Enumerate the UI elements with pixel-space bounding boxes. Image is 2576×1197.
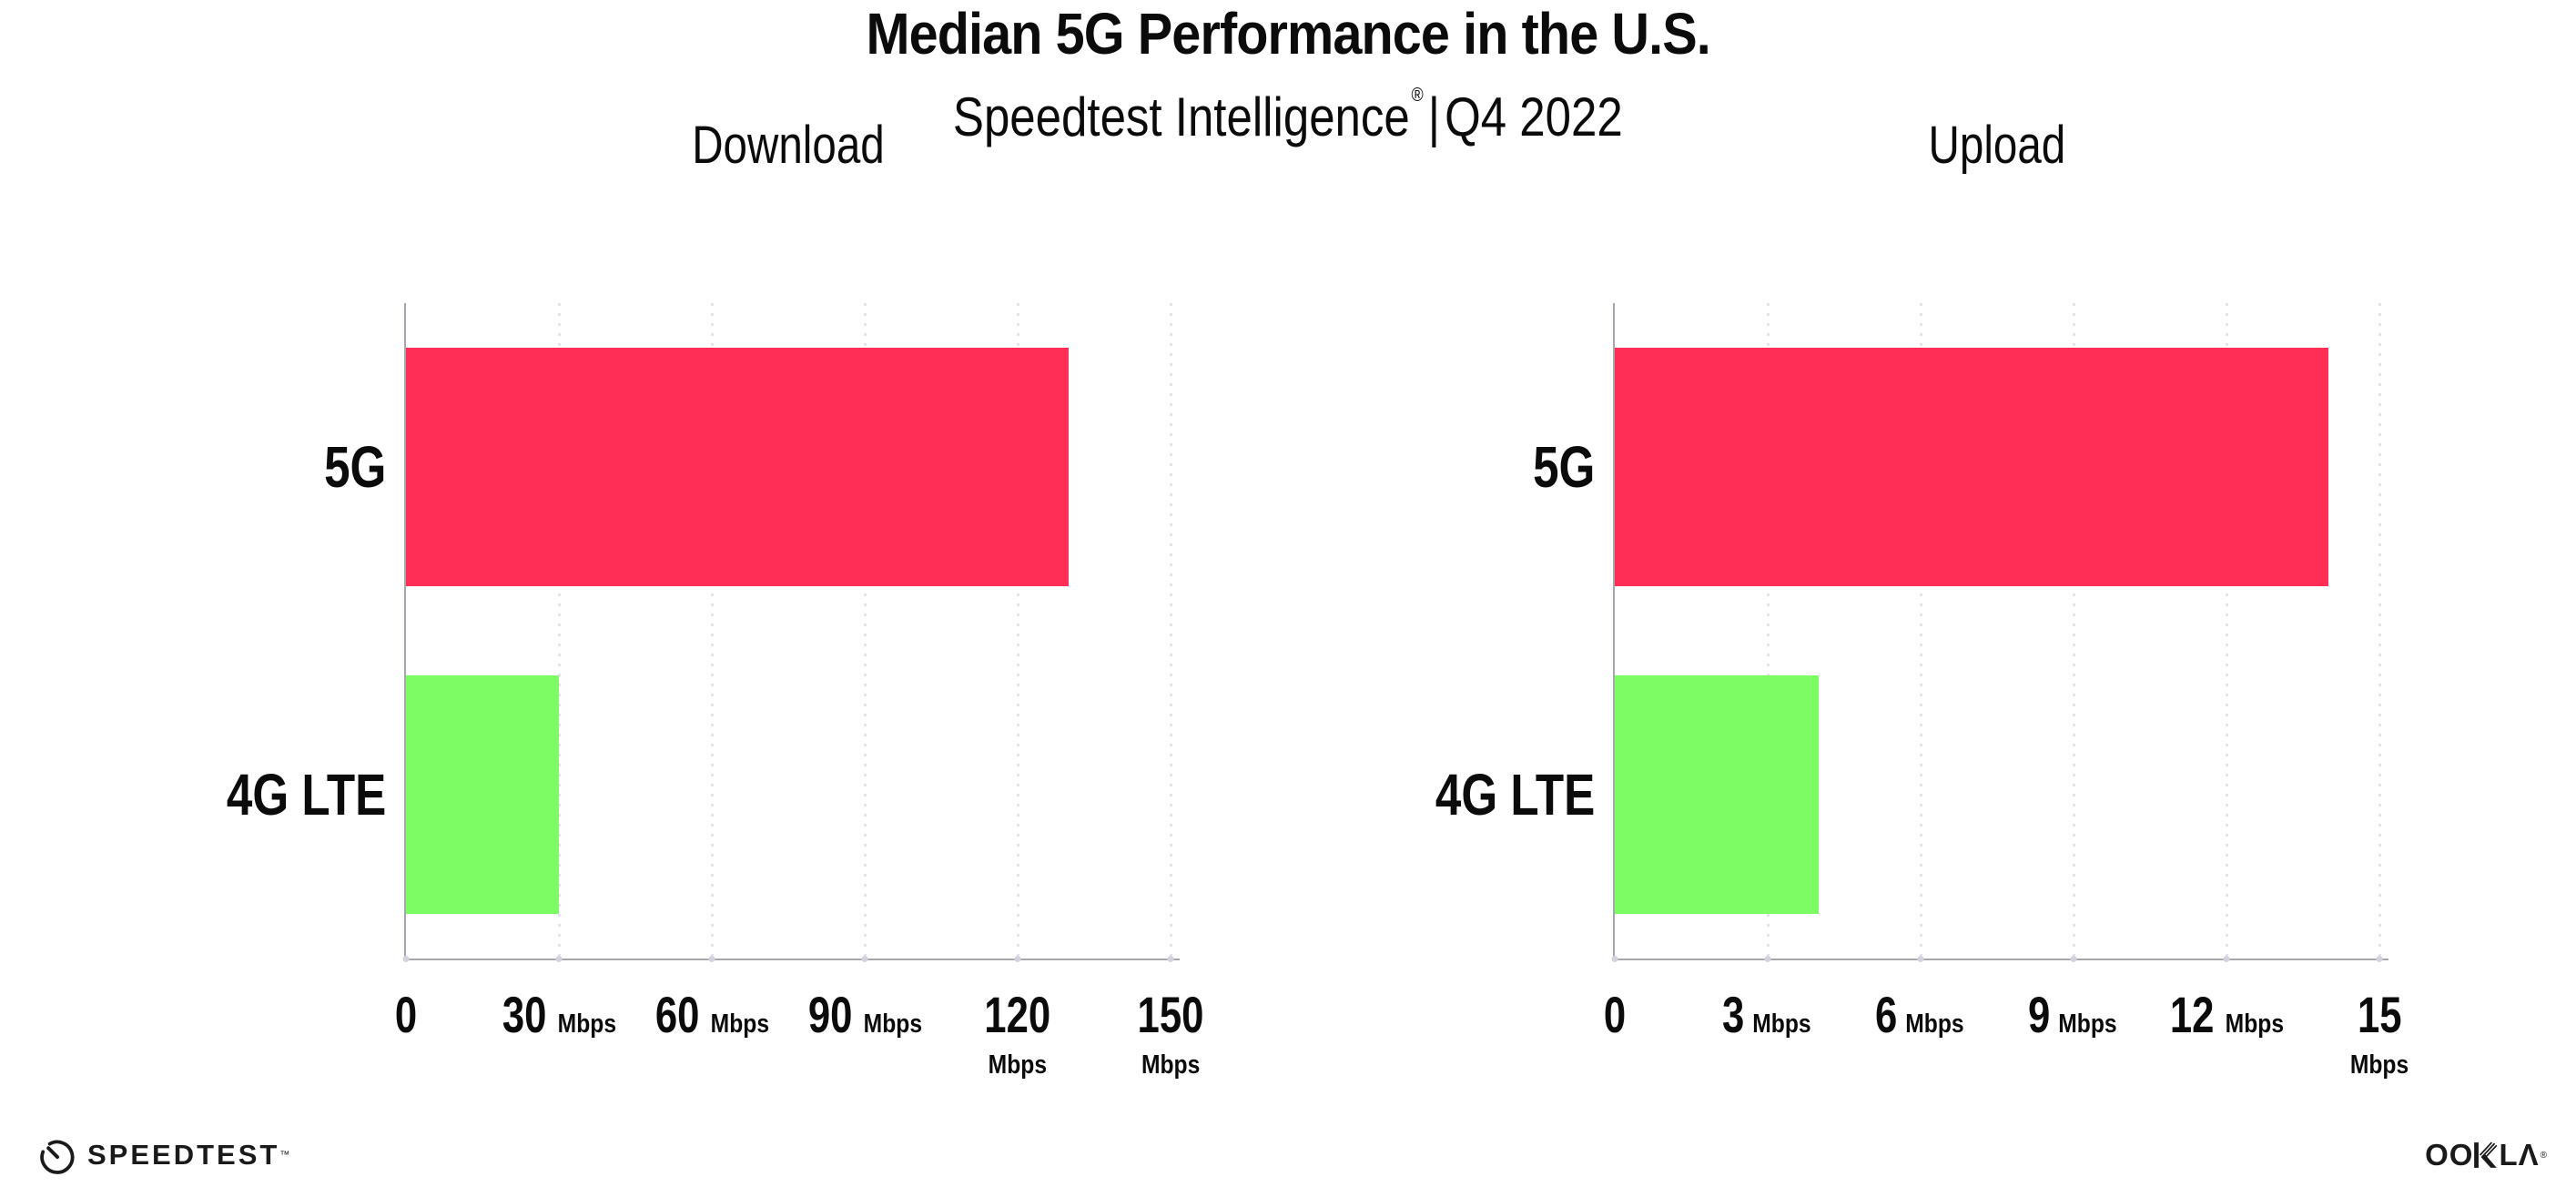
x-tick-0: 0 — [1600, 986, 1628, 1044]
axis-tick-dot — [1611, 956, 1618, 962]
ookla-k-glyph — [2474, 1141, 2498, 1168]
x-tick-unit: Mbps — [988, 1050, 1048, 1080]
speedtest-wordmark: SPEEDTEST — [87, 1139, 280, 1171]
download-chart-panel: Download 5G 4G LTE 0 30 Mbps 60 Mbps 90 Mbps 120… — [87, 109, 1204, 1129]
x-tick-value: 3 — [1721, 986, 1745, 1043]
x-tick-3: 3 Mbps — [1719, 986, 1817, 1044]
category-label-4g-lte: 4G LTE — [226, 762, 386, 827]
header: Median 5G Performance in the U.S. Speedt… — [0, 0, 2576, 147]
axis-tick-dot — [2070, 956, 2077, 962]
axis-tick-dot — [861, 956, 868, 962]
upload-chart-panel: Upload 5G 4G LTE 0 3 Mbps 6 Mbps 9 Mbps 12 Mbps 15… — [1296, 109, 2409, 1129]
x-tick-value: 9 — [2027, 986, 2051, 1043]
x-tick-0: 0 — [391, 986, 420, 1044]
page-subtitle: Speedtest Intelligence®|Q4 2022 — [0, 66, 2576, 147]
trademark-mark: ™ — [279, 1150, 290, 1161]
x-tick-unit: Mbps — [1141, 1050, 1201, 1080]
axis-tick-dot — [1764, 956, 1771, 962]
axis-tick-dot — [1167, 956, 1174, 962]
gridline-90 — [864, 303, 867, 959]
gridline-12 — [2226, 303, 2228, 959]
x-tick-150: 150 Mbps — [1128, 986, 1212, 1080]
y-axis-line — [404, 303, 406, 960]
bar-5g — [1615, 348, 2328, 586]
x-tick-6: 6 Mbps — [1872, 986, 1970, 1044]
x-tick-unit: Mbps — [2349, 1050, 2409, 1080]
ookla-wordmark-la: LΛ — [2499, 1138, 2540, 1172]
plot-area — [1611, 303, 2388, 962]
plot-area — [402, 303, 1180, 962]
axis-tick-dot — [2223, 956, 2230, 962]
speedtest-gauge-icon — [40, 1140, 75, 1174]
axis-tick-dot — [555, 956, 563, 962]
chart-title-download: Download — [692, 116, 885, 175]
subtitle-period: Q4 2022 — [1445, 86, 1623, 147]
x-tick-value: 90 — [807, 986, 853, 1043]
y-axis-labels: 5G 4G LTE — [87, 303, 386, 959]
gridline-15 — [2378, 303, 2381, 959]
x-tick-9: 9 Mbps — [2025, 986, 2123, 1044]
x-tick-unit: Mbps — [863, 1009, 923, 1039]
x-tick-value: 15 — [2357, 986, 2402, 1043]
chart-title-upload: Upload — [1928, 116, 2066, 175]
x-axis-ticks: 0 30 Mbps 60 Mbps 90 Mbps 120 Mbps 150 Mbps — [395, 986, 1204, 1113]
gridline-3 — [1767, 303, 1770, 959]
gridline-30 — [558, 303, 561, 959]
x-tick-60: 60 Mbps — [649, 986, 775, 1044]
bar-4g-lte — [1615, 675, 1819, 914]
x-tick-unit: Mbps — [2225, 1009, 2285, 1039]
gridline-120 — [1017, 303, 1019, 959]
subtitle-separator: | — [1427, 86, 1441, 147]
x-tick-value: 0 — [394, 986, 418, 1043]
gridline-9 — [2073, 303, 2075, 959]
registered-mark-ookla: ® — [2540, 1150, 2547, 1161]
category-label-5g: 5G — [323, 434, 386, 500]
x-tick-90: 90 Mbps — [802, 986, 928, 1044]
axis-tick-dot — [1014, 956, 1021, 962]
x-tick-value: 30 — [502, 986, 547, 1043]
axis-tick-dot — [1917, 956, 1924, 962]
x-tick-value: 12 — [2169, 986, 2215, 1043]
x-tick-unit: Mbps — [2058, 1009, 2117, 1039]
ookla-wordmark-oo: OO — [2425, 1138, 2474, 1172]
axis-tick-dot — [402, 956, 410, 962]
x-tick-value: 0 — [1603, 986, 1627, 1043]
bar-5g — [406, 348, 1069, 586]
footer: SPEEDTEST ™ OO LΛ ® — [36, 1130, 2547, 1181]
x-tick-value: 150 — [1137, 986, 1204, 1043]
x-tick-12: 12 Mbps — [2164, 986, 2289, 1044]
axis-tick-dot — [2376, 956, 2383, 962]
x-tick-unit: Mbps — [1752, 1009, 1811, 1039]
category-label-4g-lte: 4G LTE — [1435, 762, 1595, 827]
x-axis-ticks: 0 3 Mbps 6 Mbps 9 Mbps 12 Mbps 15Mbps — [1604, 986, 2409, 1113]
ookla-logo: OO LΛ ® — [2425, 1138, 2547, 1172]
x-tick-30: 30 Mbps — [496, 986, 622, 1044]
x-tick-value: 6 — [1874, 986, 1898, 1043]
subtitle-brand: Speedtest Intelligence — [953, 86, 1410, 147]
gridline-150 — [1170, 303, 1172, 959]
gridline-60 — [711, 303, 714, 959]
x-tick-value: 120 — [984, 986, 1051, 1043]
x-tick-unit: Mbps — [710, 1009, 770, 1039]
x-tick-120: 120 Mbps — [941, 986, 1094, 1080]
x-tick-value: 60 — [654, 986, 700, 1043]
axis-tick-dot — [708, 956, 715, 962]
x-tick-15: 15 Mbps — [2345, 986, 2414, 1080]
y-axis-line — [1613, 303, 1615, 960]
x-axis-line — [1613, 959, 2388, 960]
x-tick-unit: Mbps — [557, 1009, 617, 1039]
bar-4g-lte — [406, 675, 559, 914]
speedtest-logo: SPEEDTEST ™ — [36, 1134, 289, 1176]
y-axis-labels: 5G 4G LTE — [1296, 303, 1595, 959]
gridline-6 — [1920, 303, 1922, 959]
x-tick-unit: Mbps — [1905, 1009, 1964, 1039]
x-axis-line — [404, 959, 1180, 960]
category-label-5g: 5G — [1532, 434, 1595, 500]
page-title: Median 5G Performance in the U.S. — [866, 1, 1710, 66]
registered-trademark-mark: ® — [1411, 85, 1424, 106]
